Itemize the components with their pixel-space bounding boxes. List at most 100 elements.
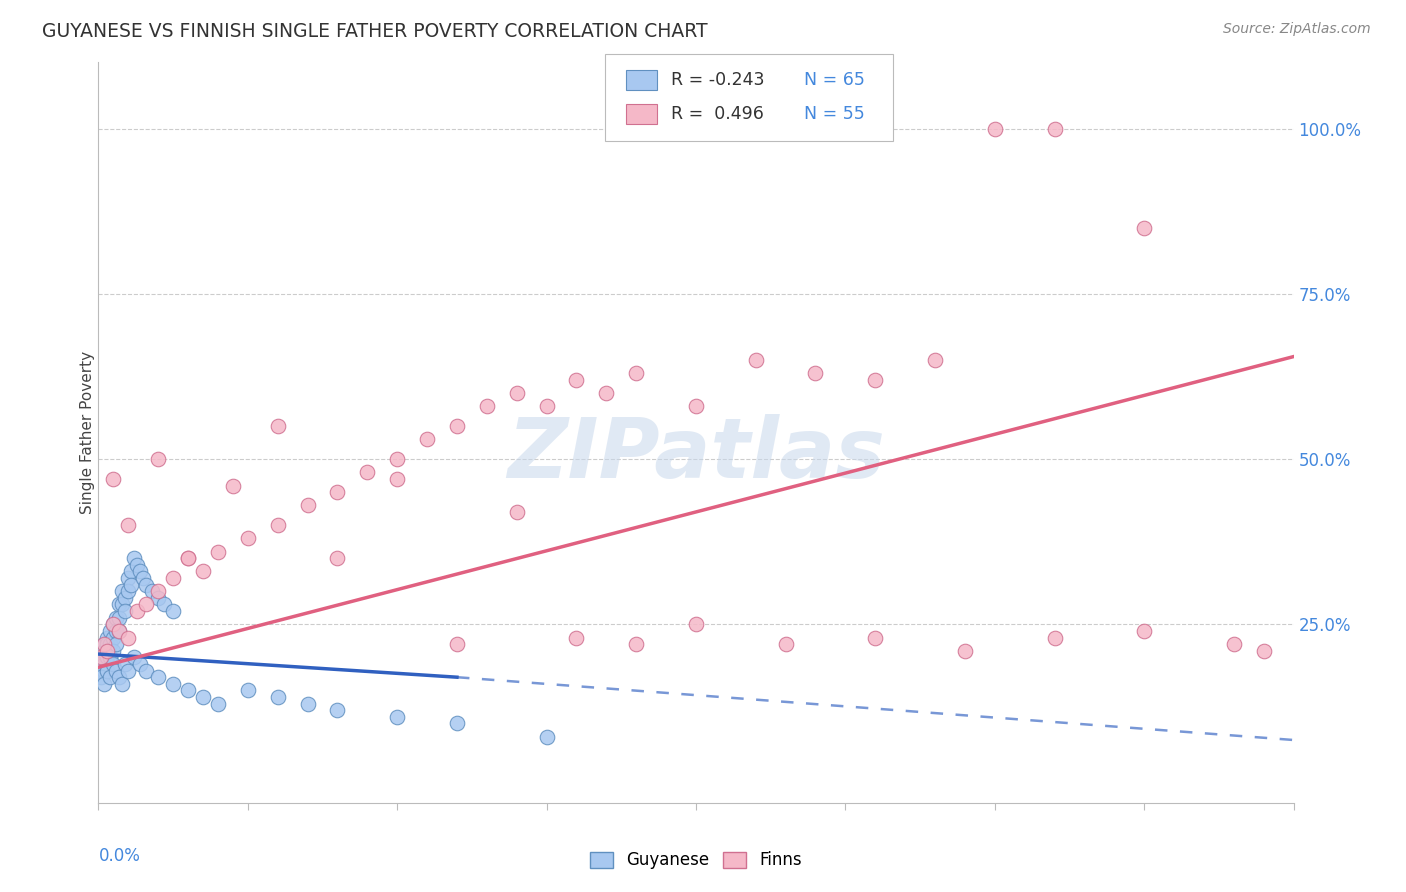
Point [416,432,439,446]
Point [356,465,378,479]
Point [267,518,290,533]
Point [148,584,170,599]
Point [775,637,797,651]
Point [385,452,409,467]
Point [135,598,157,612]
Point [177,551,200,566]
Point [135,664,157,678]
Point [745,352,768,367]
Point [236,532,259,546]
Point [475,399,498,413]
Point [135,577,157,591]
Point [506,386,529,401]
Point [565,631,588,645]
Point [326,485,349,500]
Point [191,565,214,579]
Point [148,452,170,467]
Point [93,664,115,678]
Point [924,352,946,367]
Point [222,478,245,492]
Point [98,624,122,638]
Point [129,565,152,579]
Point [446,716,468,731]
Point [162,604,184,618]
Point [96,650,118,665]
Point [191,690,214,704]
Point [153,598,176,612]
Point [865,631,887,645]
Point [96,637,118,651]
Point [120,577,142,591]
Point [93,677,115,691]
Point [446,419,468,434]
Point [90,650,112,665]
Point [98,670,122,684]
Point [236,683,259,698]
Point [108,598,131,612]
Text: N = 65: N = 65 [804,71,865,89]
Point [162,677,184,691]
Point [385,472,409,486]
Text: R =  0.496: R = 0.496 [671,105,763,123]
Point [984,121,1007,136]
Point [446,637,468,651]
Text: GUYANESE VS FINNISH SINGLE FATHER POVERTY CORRELATION CHART: GUYANESE VS FINNISH SINGLE FATHER POVERT… [42,22,707,41]
Point [117,571,139,585]
Point [111,598,134,612]
Point [108,624,131,638]
Point [93,637,115,651]
Point [98,650,122,665]
Point [129,657,152,671]
Point [536,730,558,744]
Text: ZIPatlas: ZIPatlas [508,414,884,495]
Point [114,604,136,618]
Point [685,617,707,632]
Point [385,710,409,724]
Point [595,386,617,401]
Point [117,664,139,678]
Point [124,551,146,566]
Point [132,571,155,585]
Point [103,631,125,645]
Point [105,624,128,638]
Point [124,650,146,665]
Point [103,644,125,658]
Point [90,657,112,671]
Point [326,551,349,566]
Point [865,373,887,387]
Point [96,644,118,658]
Point [93,637,115,651]
Point [297,697,319,711]
Point [1223,637,1246,651]
Point [127,604,149,618]
Point [103,617,125,632]
Legend: Guyanese, Finns: Guyanese, Finns [583,845,808,876]
Point [148,670,170,684]
Point [267,419,290,434]
Y-axis label: Single Father Poverty: Single Father Poverty [80,351,94,514]
Point [103,617,125,632]
Point [90,670,112,684]
Point [105,664,128,678]
Point [93,644,115,658]
Point [1133,624,1156,638]
Point [162,571,184,585]
Text: Source: ZipAtlas.com: Source: ZipAtlas.com [1223,22,1371,37]
Point [177,551,200,566]
Point [297,499,319,513]
Point [105,637,128,651]
Point [90,650,112,665]
Point [108,624,131,638]
Point [127,558,149,572]
Point [108,670,131,684]
Point [1043,631,1066,645]
Point [207,544,229,558]
Point [96,664,118,678]
Point [98,637,122,651]
Point [90,664,112,678]
Point [626,366,648,380]
Point [117,631,139,645]
Point [804,366,827,380]
Point [96,631,118,645]
Point [1043,121,1066,136]
